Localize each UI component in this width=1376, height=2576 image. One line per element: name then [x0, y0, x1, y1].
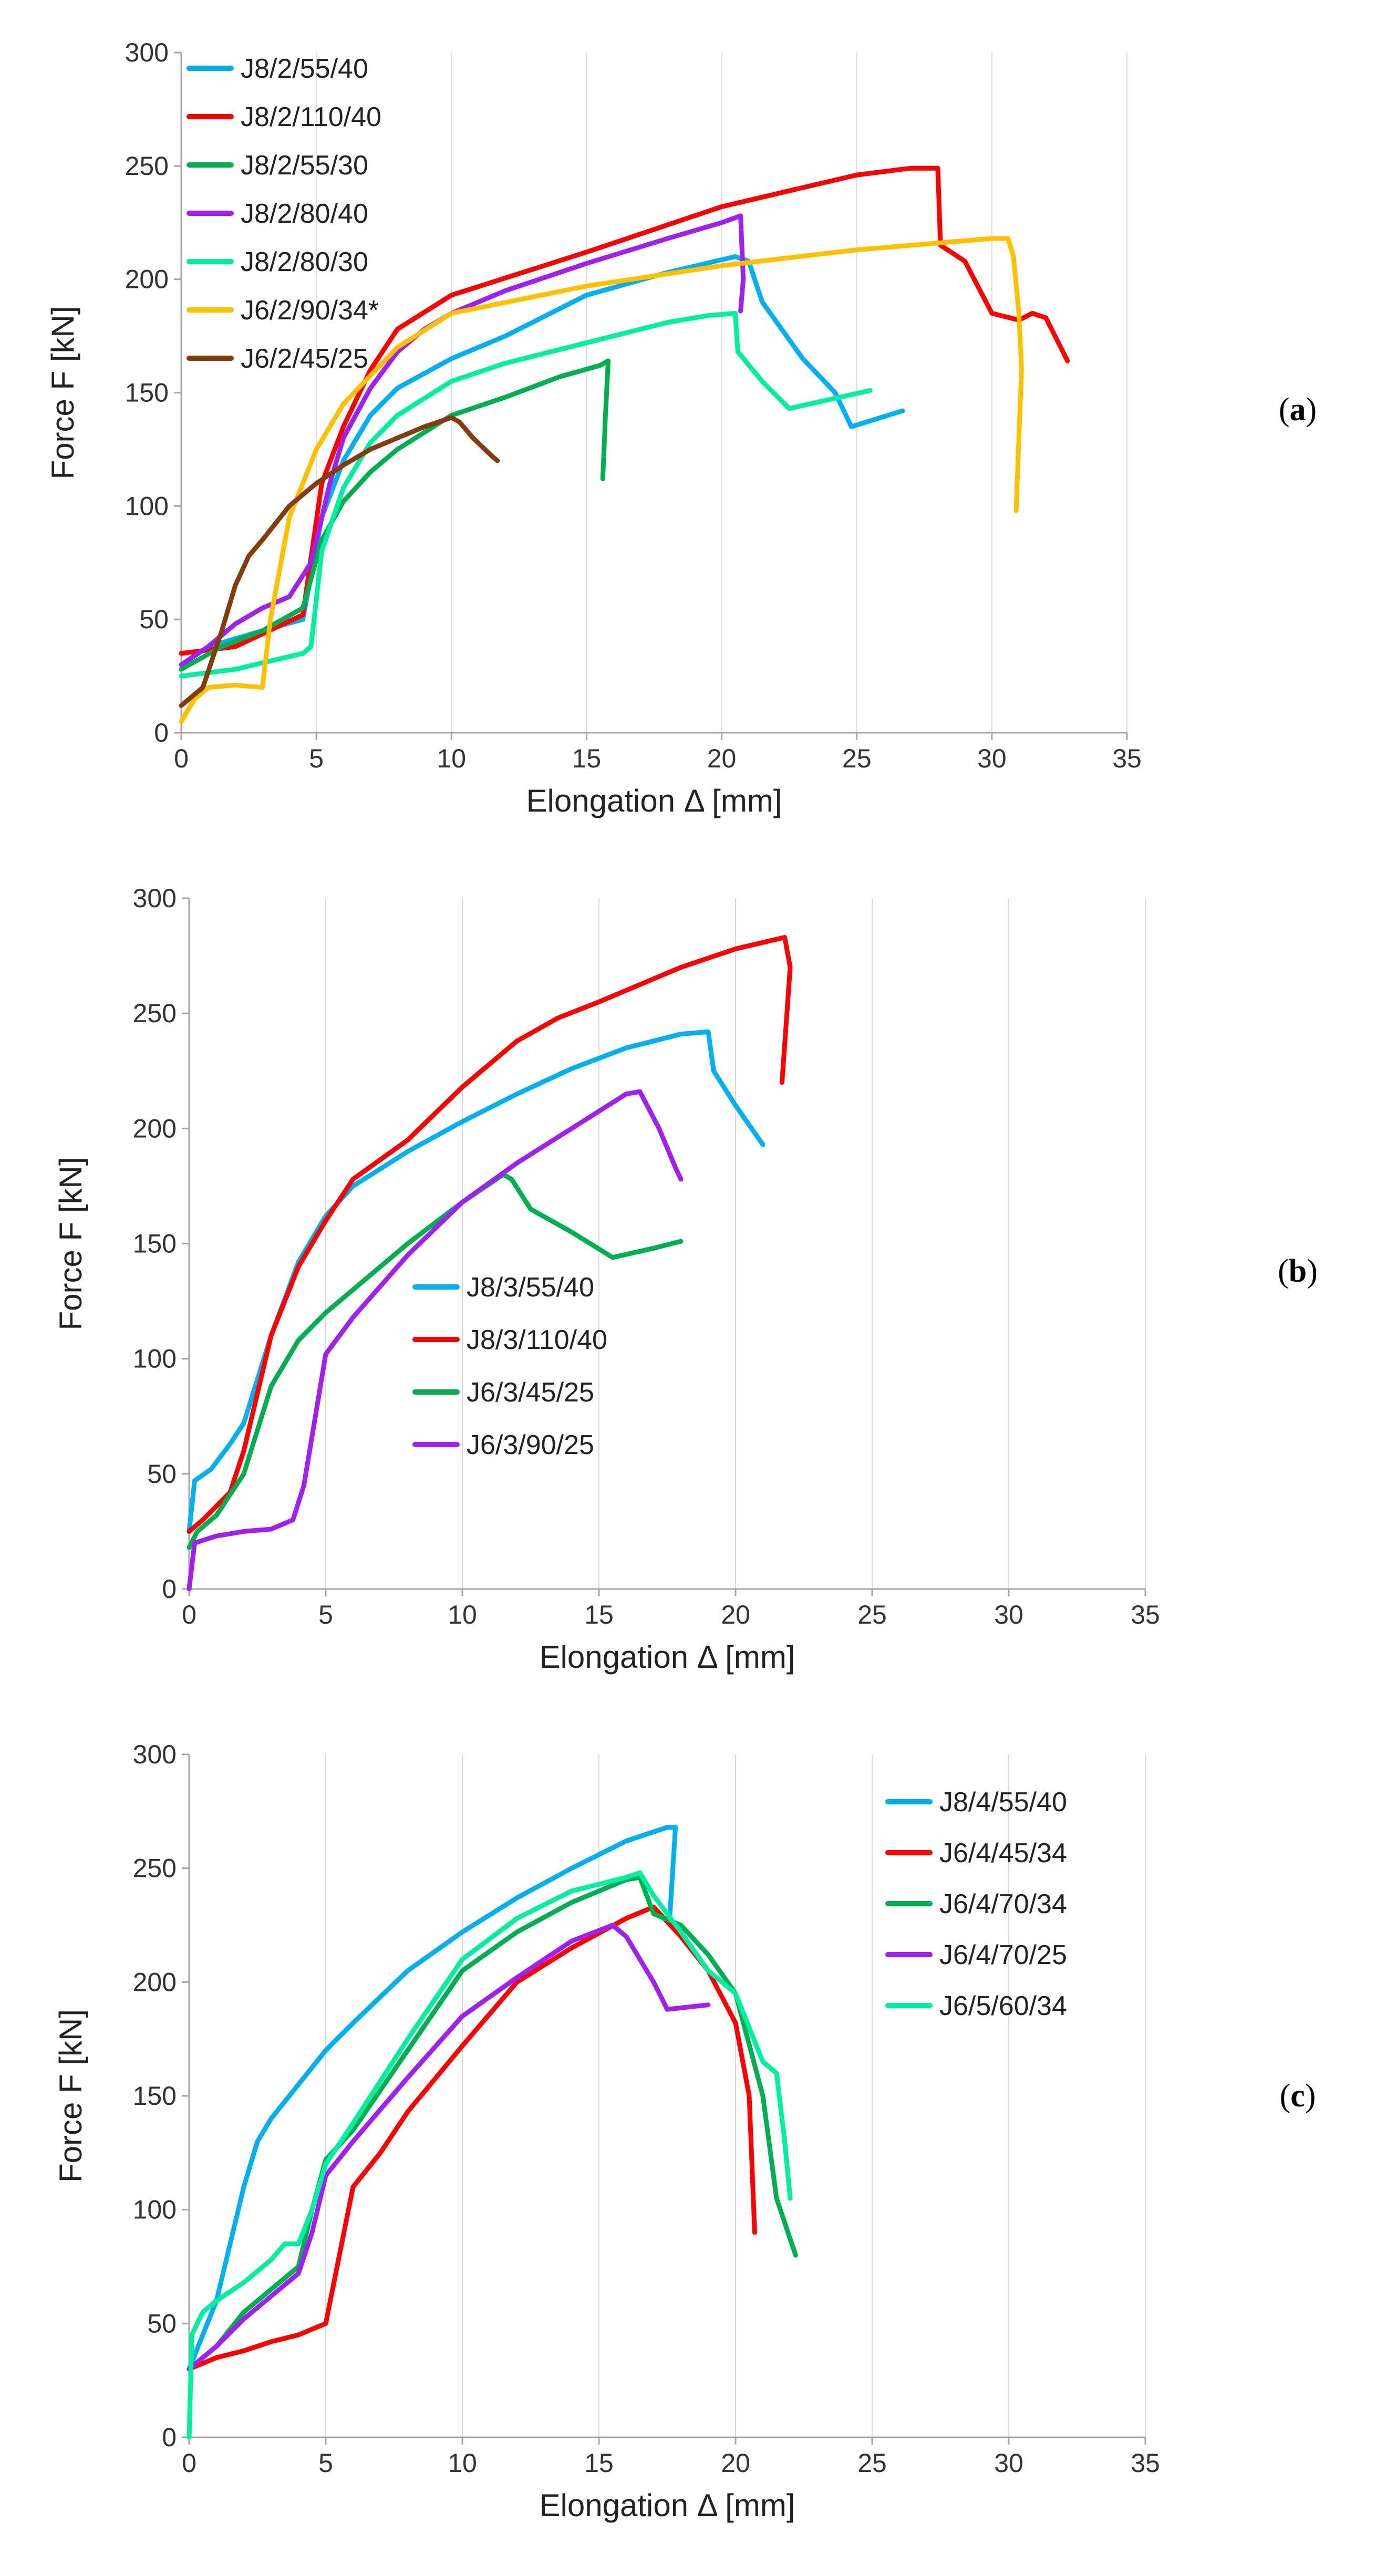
y-tick-label: 300 — [133, 884, 177, 913]
legend-label: J6/4/70/34 — [939, 1889, 1067, 1919]
y-tick-label: 200 — [133, 1967, 177, 1997]
x-tick-label: 25 — [857, 1600, 887, 1629]
x-tick-label: 25 — [842, 744, 872, 773]
legend-label: J6/3/45/25 — [467, 1377, 594, 1408]
series-line-J8/4/55/40 — [187, 1825, 678, 2372]
x-tick-label: 10 — [437, 744, 466, 773]
y-tick-label: 50 — [139, 605, 169, 634]
series-line-J6/3/45/25 — [187, 1172, 684, 1550]
x-tick-label: 5 — [318, 2448, 333, 2478]
series-line-J8/2/55/30 — [179, 358, 611, 672]
series-line-J6/4/70/25 — [187, 1923, 711, 2372]
legend: J8/2/55/40 J8/2/110/40 J8/2/55/30 J8/2/80/4… — [187, 54, 381, 374]
chart-panel-a: 0 5 10 15 20 25 30 35 0 50 100 150 200 250 300 Elongati… — [45, 38, 1317, 818]
legend-label: J8/4/55/40 — [939, 1787, 1067, 1817]
x-tick-label: 35 — [1112, 744, 1142, 773]
chart-panel-b: 0 5 10 15 20 25 30 35 0 50 100 150 200 250 300 Elongati… — [53, 884, 1318, 1675]
y-tick-label: 250 — [133, 999, 177, 1028]
y-tick-label: 50 — [147, 1459, 177, 1489]
series-line-J8/2/80/40 — [179, 213, 746, 667]
series-line-J6/2/45/25 — [179, 415, 500, 708]
y-axis-title: Force F [kN] — [53, 2009, 88, 2183]
series-line-J8/3/55/40 — [187, 1029, 765, 1534]
legend: J8/3/55/40 J8/3/110/40 J6/3/45/25 J6/3/90/2… — [412, 1272, 607, 1460]
x-tick-label: 15 — [572, 744, 602, 773]
x-tick-label: 0 — [174, 744, 189, 773]
series-line-J8/3/110/40 — [187, 935, 793, 1534]
legend-label: J8/2/80/30 — [241, 247, 368, 277]
legend: J8/4/55/40 J6/4/45/34 J6/4/70/34 J6/4/70/25… — [885, 1787, 1067, 2021]
y-tick-label: 50 — [147, 2309, 177, 2338]
y-axis-title: Force F [kN] — [45, 306, 80, 479]
series-line-J6/4/70/34 — [187, 1875, 798, 2372]
x-tick-label: 25 — [857, 2448, 887, 2478]
y-tick-label: 250 — [133, 1854, 177, 1883]
y-tick-label: 300 — [125, 38, 169, 67]
series-line-J6/2/90/34* — [179, 236, 1024, 724]
legend-label: J6/2/45/25 — [241, 344, 368, 374]
y-tick-label: 200 — [125, 265, 169, 294]
y-tick-label: 100 — [133, 2195, 177, 2225]
panel-tag-a: (a) — [1279, 392, 1317, 428]
y-tick-label: 150 — [125, 378, 169, 408]
series-line-J6/3/90/25 — [187, 1089, 684, 1592]
x-tick-label: 5 — [309, 744, 324, 773]
legend-label: J6/3/90/25 — [467, 1430, 594, 1460]
x-tick-label: 20 — [721, 2448, 750, 2478]
legend-label: J6/4/45/34 — [939, 1838, 1067, 1868]
panel-tag-b: (b) — [1278, 1253, 1318, 1289]
legend-label: J6/5/60/34 — [939, 1991, 1067, 2021]
x-axis-title: Elongation Δ [mm] — [540, 2488, 795, 2523]
series-line-J8/2/55/40 — [179, 254, 905, 667]
x-tick-label: 5 — [318, 1600, 333, 1629]
legend-label: J8/2/55/30 — [241, 150, 368, 181]
x-axis-title: Elongation Δ [mm] — [526, 783, 782, 818]
x-tick-label: 30 — [994, 1600, 1023, 1629]
x-tick-label: 0 — [182, 1600, 196, 1629]
x-tick-label: 10 — [448, 2448, 477, 2478]
y-axis-title: Force F [kN] — [53, 1157, 88, 1330]
y-tick-label: 200 — [133, 1114, 177, 1143]
legend-label: J8/2/110/40 — [241, 102, 381, 132]
x-tick-label: 15 — [584, 2448, 614, 2478]
y-tick-label: 100 — [125, 491, 169, 521]
x-tick-label: 30 — [994, 2448, 1023, 2478]
y-tick-label: 150 — [133, 2081, 177, 2111]
series-line-J6/4/45/34 — [187, 1904, 757, 2372]
x-tick-label: 35 — [1131, 2448, 1160, 2478]
legend-label: J6/4/70/25 — [939, 1940, 1067, 1970]
panel-tag-c: (c) — [1280, 2078, 1316, 2114]
x-tick-label: 10 — [448, 1600, 477, 1629]
y-tick-label: 0 — [154, 718, 169, 747]
y-tick-label: 250 — [125, 151, 169, 181]
x-tick-label: 15 — [584, 1600, 614, 1629]
chart-panel-c: 0 5 10 15 20 25 30 35 0 50 100 150 200 250 300 Elongati… — [53, 1740, 1316, 2523]
x-axis-title: Elongation Δ [mm] — [540, 1639, 795, 1675]
y-tick-label: 150 — [133, 1229, 177, 1259]
y-tick-label: 300 — [133, 1740, 177, 1769]
series-line-J6/5/60/34 — [187, 1870, 793, 2440]
legend-label: J8/2/55/40 — [241, 54, 368, 84]
y-tick-label: 100 — [133, 1344, 177, 1374]
legend-label: J8/3/55/40 — [467, 1272, 594, 1303]
y-tick-label: 0 — [162, 2423, 177, 2452]
series-line-J8/2/110/40 — [179, 165, 1070, 656]
x-tick-label: 20 — [707, 744, 737, 773]
legend-label: J8/2/80/40 — [241, 199, 368, 229]
series-line-J8/2/80/30 — [179, 310, 873, 679]
x-tick-label: 35 — [1131, 1600, 1160, 1629]
x-tick-label: 30 — [977, 744, 1007, 773]
x-tick-label: 20 — [721, 1600, 750, 1629]
legend-label: J6/2/90/34* — [241, 295, 379, 326]
y-tick-label: 0 — [162, 1574, 177, 1604]
x-tick-label: 0 — [182, 2448, 196, 2478]
legend-label: J8/3/110/40 — [467, 1325, 607, 1355]
